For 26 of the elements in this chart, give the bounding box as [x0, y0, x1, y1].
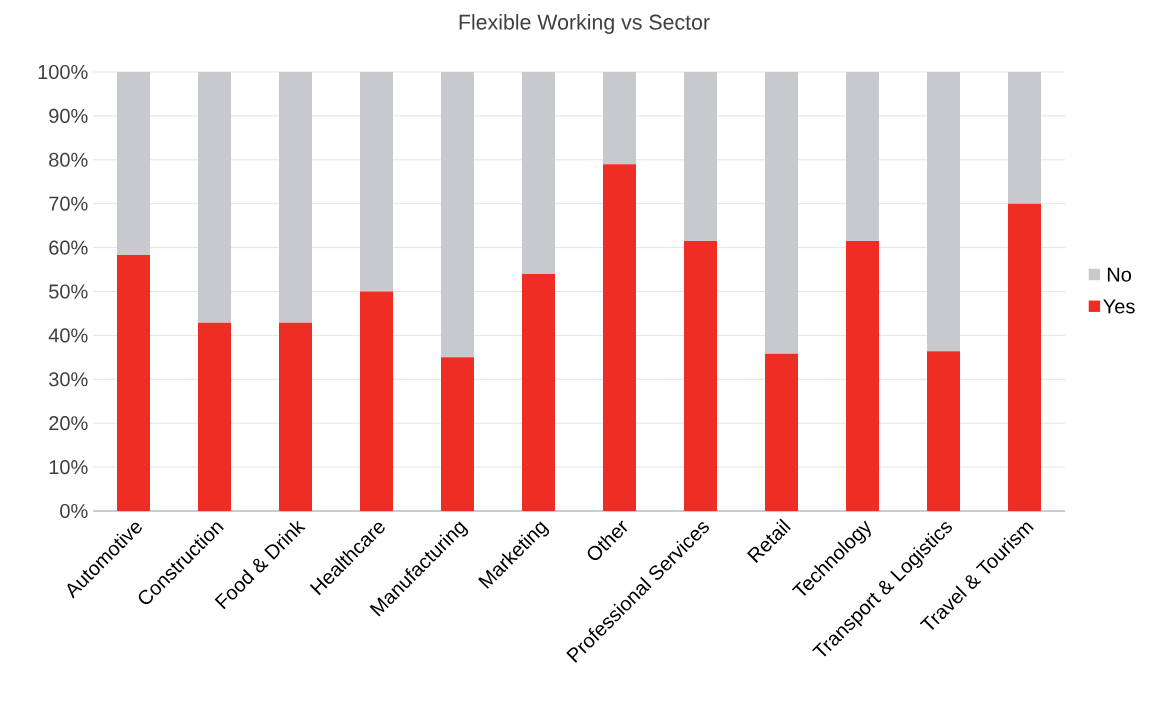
y-tick-label: 60% [49, 240, 88, 255]
legend-label: No [1107, 267, 1132, 282]
bar [765, 353, 799, 511]
chart-title: Flexible Working vs Sector [459, 14, 710, 34]
y-tick-label: 10% [49, 460, 88, 475]
y-tick-label: 40% [48, 328, 88, 343]
bar [198, 322, 232, 511]
bar [927, 351, 961, 511]
bar [522, 273, 556, 511]
bar [279, 322, 313, 511]
bar [117, 255, 150, 511]
y-tick-label: 0% [60, 503, 88, 519]
bar [441, 357, 475, 511]
y-tick-label: 70% [49, 196, 88, 211]
y-tick-label: 90% [49, 108, 88, 123]
y-tick-label: 80% [49, 152, 88, 167]
bar [684, 241, 718, 511]
y-tick-label: 50% [49, 284, 88, 299]
bar [360, 291, 394, 511]
y-tick-label: 100% [38, 64, 88, 80]
y-tick-label: 20% [49, 416, 88, 431]
y-tick-label: 30% [49, 372, 88, 387]
bar [1008, 203, 1042, 511]
bar [846, 241, 880, 511]
bar [603, 164, 637, 511]
legend-label: Yes [1103, 299, 1135, 314]
